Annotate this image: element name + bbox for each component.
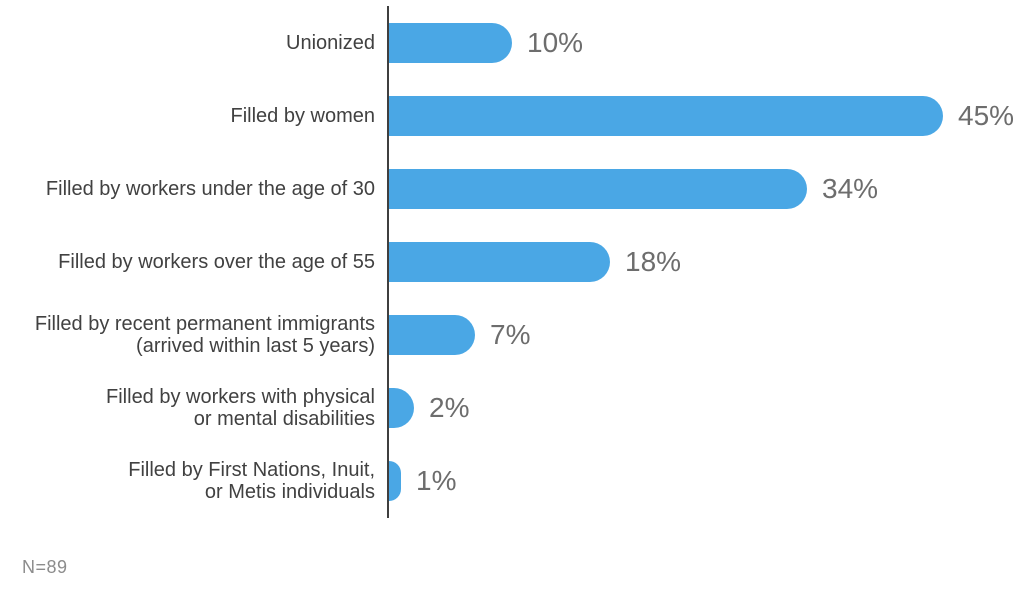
- value-label: 2%: [429, 391, 470, 423]
- bar-zone: 18%: [389, 241, 682, 282]
- category-label: Filled by recent permanent immigrants (ar…: [0, 313, 375, 357]
- value-label: 18%: [625, 245, 682, 277]
- chart-rows: Unionized 10% Filled by women 45% Filled by …: [0, 6, 1014, 517]
- chart-row: Filled by First Nations, Inuit, or Metis …: [0, 444, 1014, 517]
- chart-row: Unionized 10%: [0, 6, 1014, 79]
- bar-zone: 2%: [389, 387, 470, 428]
- category-label-line: Unionized: [286, 31, 375, 54]
- category-label: Filled by First Nations, Inuit, or Metis …: [0, 459, 375, 503]
- category-label: Filled by workers with physical or mental…: [0, 386, 375, 430]
- sample-size-note: N=89: [22, 557, 68, 577]
- bar: [389, 22, 512, 63]
- category-label-line: Filled by recent permanent immigrants: [34, 312, 375, 335]
- bar-zone: 45%: [389, 95, 1015, 136]
- category-label-line: Filled by workers under the age of 30: [45, 177, 375, 200]
- bar-zone: 10%: [389, 22, 584, 63]
- category-label-line: Filled by women: [230, 104, 375, 127]
- bar: [389, 314, 475, 355]
- value-label: 34%: [822, 172, 879, 204]
- bar: [389, 241, 610, 282]
- chart-row: Filled by recent permanent immigrants (ar…: [0, 298, 1014, 371]
- category-label: Filled by workers over the age of 55: [0, 251, 375, 273]
- category-label-line: (arrived within last 5 years): [136, 334, 375, 357]
- category-label: Filled by women: [0, 105, 375, 127]
- chart-row: Filled by workers with physical or mental…: [0, 371, 1014, 444]
- bar: [389, 168, 807, 209]
- value-label: 45%: [958, 99, 1015, 131]
- bar-zone: 34%: [389, 168, 879, 209]
- value-label: 1%: [416, 464, 457, 496]
- chart-row: Filled by workers over the age of 55 18%: [0, 225, 1014, 298]
- chart-row: Filled by women 45%: [0, 79, 1014, 152]
- value-label: 7%: [490, 318, 531, 350]
- bar: [389, 95, 943, 136]
- category-label: Unionized: [0, 32, 375, 54]
- chart-row: Filled by workers under the age of 30 34%: [0, 152, 1014, 225]
- y-axis-baseline: [387, 6, 389, 518]
- category-label-line: Filled by workers over the age of 55: [58, 250, 375, 273]
- value-label: 10%: [527, 26, 584, 58]
- category-label-line: Filled by First Nations, Inuit,: [128, 458, 375, 481]
- bar-zone: 7%: [389, 314, 531, 355]
- bar: [389, 387, 414, 428]
- bar: [389, 460, 401, 501]
- category-label: Filled by workers under the age of 30: [0, 178, 375, 200]
- category-label-line: or mental disabilities: [193, 407, 375, 430]
- category-label-line: or Metis individuals: [204, 480, 375, 503]
- bar-zone: 1%: [389, 460, 457, 501]
- category-label-line: Filled by workers with physical: [106, 385, 375, 408]
